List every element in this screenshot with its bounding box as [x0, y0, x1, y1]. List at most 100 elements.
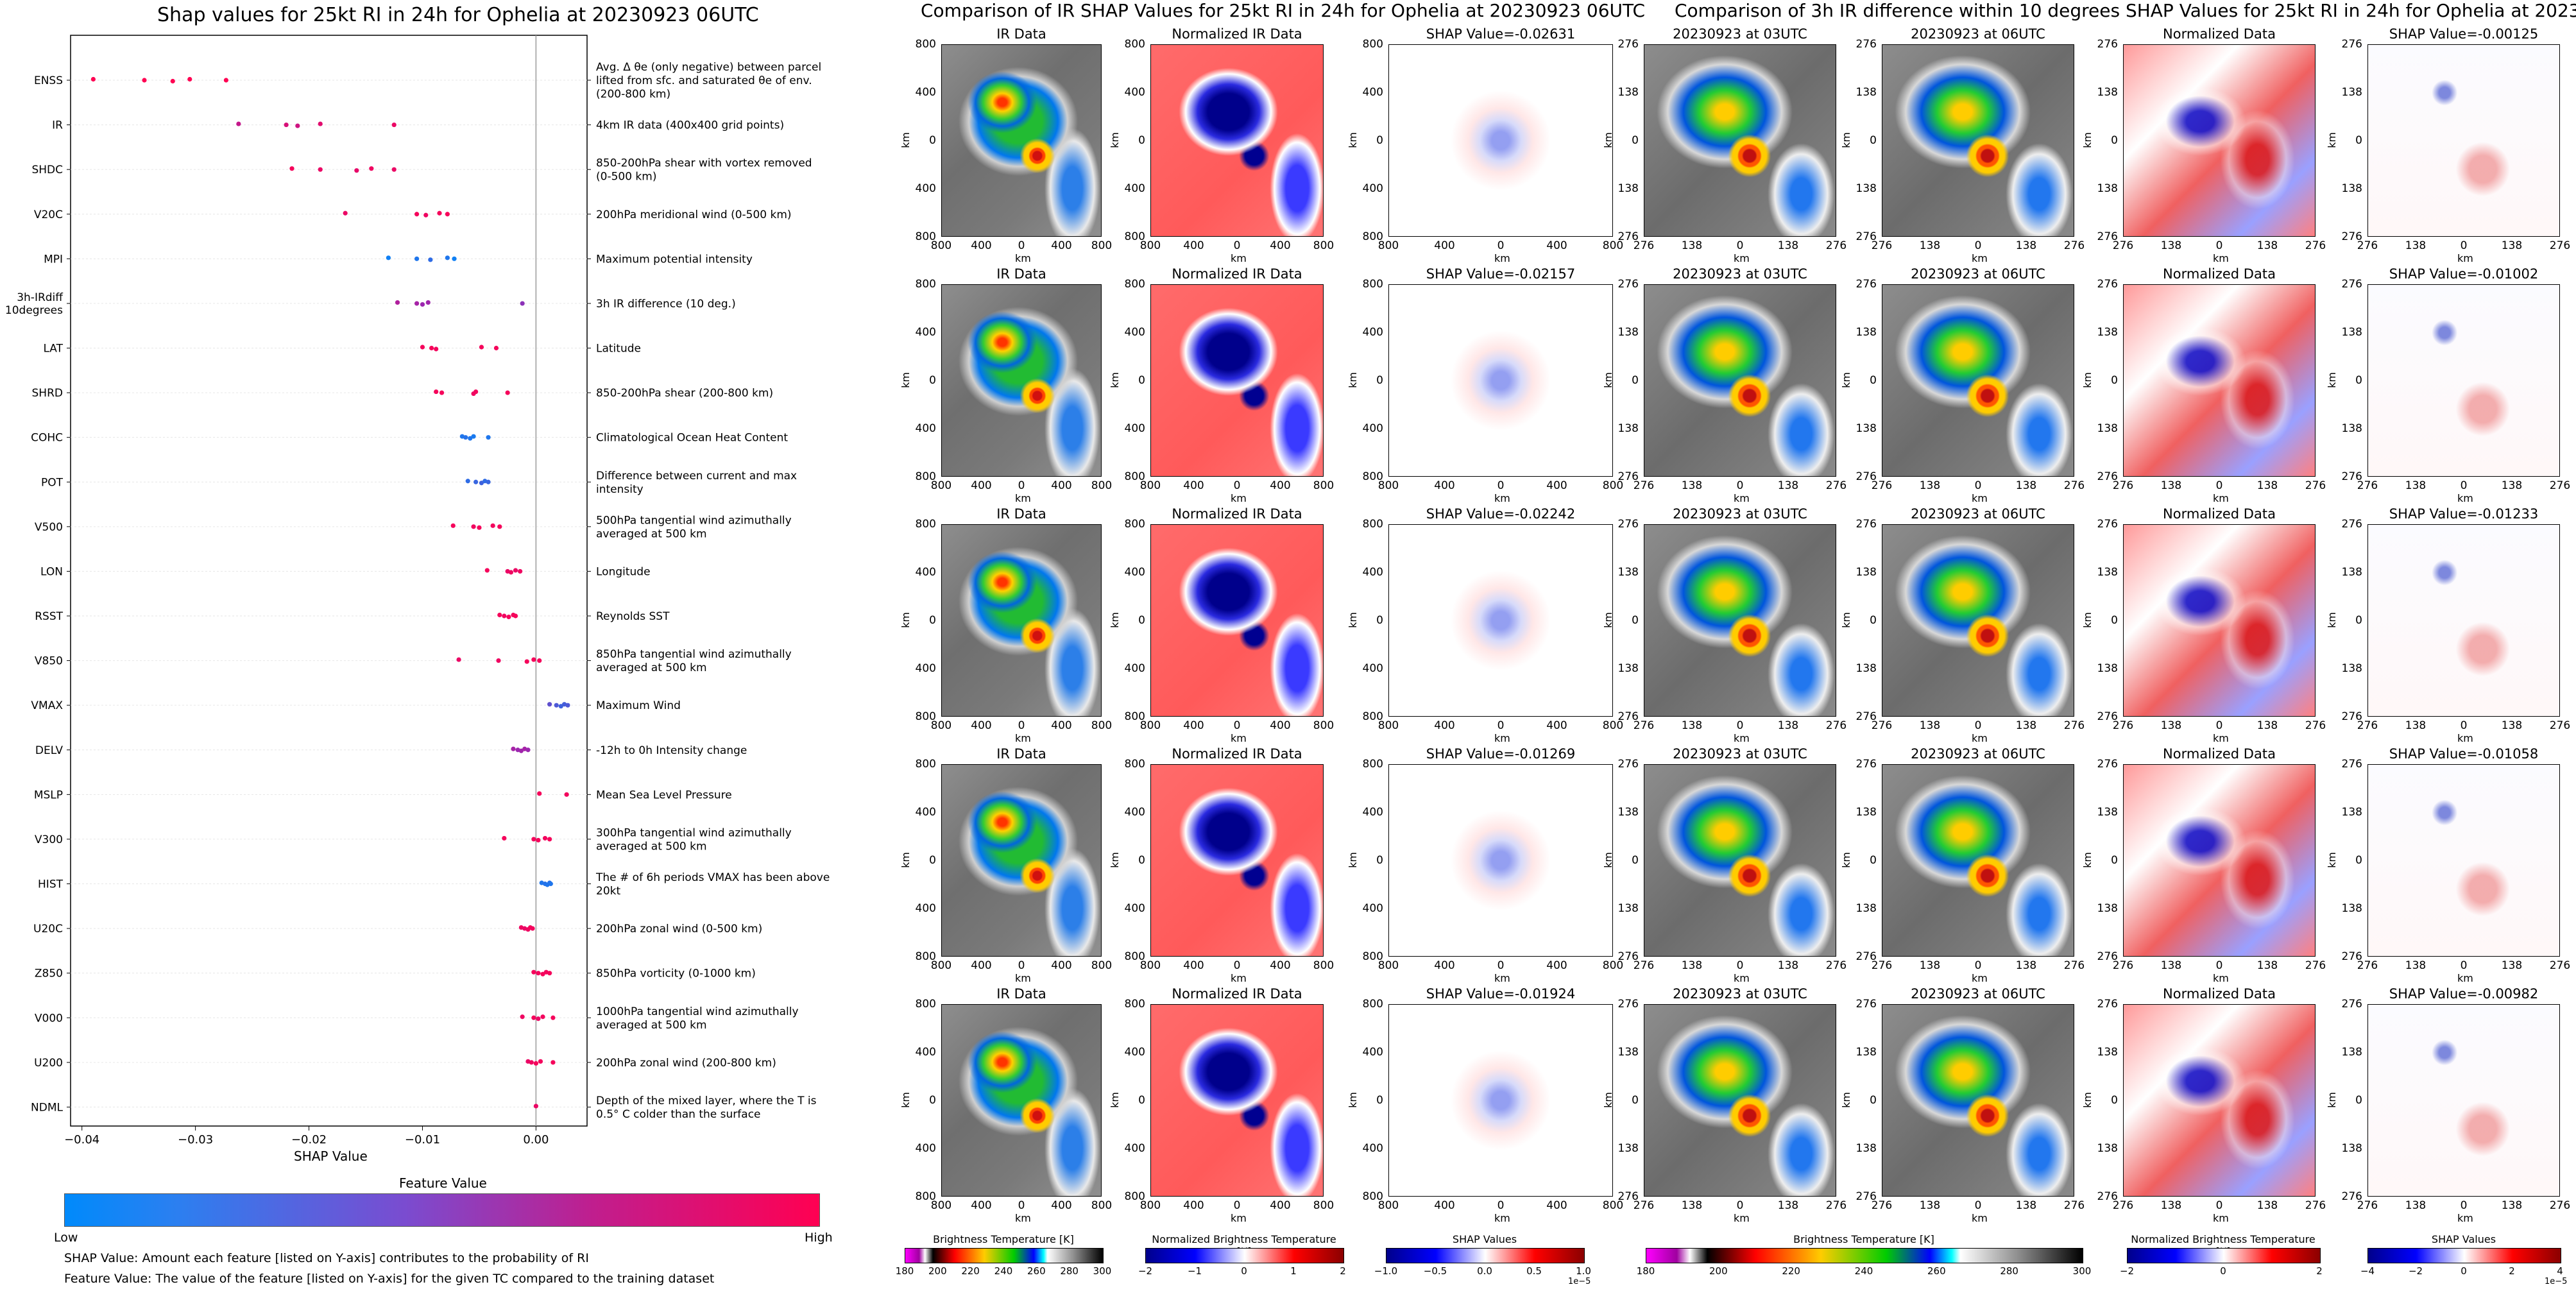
ytick-label: 0 — [1632, 1094, 1639, 1107]
ir-03utc-panel-title: 20230923 at 03UTC — [1673, 266, 1807, 282]
ytick-label: 276 — [1617, 758, 1639, 771]
ytick-label: 800 — [915, 518, 936, 531]
colorbar-tick-label: 0.0 — [1477, 1265, 1492, 1277]
ytick-label: 800 — [1362, 470, 1383, 483]
shap-point — [533, 1061, 538, 1066]
xtick-label: 0 — [2460, 479, 2468, 492]
diff-shap-panel-title: SHAP Value=-0.00982 — [2389, 986, 2539, 1002]
shap-point — [414, 301, 420, 306]
xtick-label: 0 — [1233, 959, 1241, 972]
xaxis-unit: km — [1231, 492, 1247, 504]
feature-label: SHRD — [32, 387, 63, 400]
feature-description: Reynolds SST — [596, 610, 670, 623]
xtick-label: 138 — [1681, 1199, 1703, 1212]
xtick-label: 400 — [1434, 719, 1455, 732]
shap-point — [518, 568, 523, 574]
ytick-label: 800 — [915, 38, 936, 51]
colorbar-tick-label: 240 — [994, 1265, 1013, 1277]
xtick-label: 800 — [1602, 239, 1624, 252]
ir-06utc-panel-title: 20230923 at 06UTC — [1911, 266, 2045, 282]
ytick-label: 0 — [929, 854, 936, 867]
shap-point — [536, 971, 541, 976]
xtick-label: 800 — [1378, 479, 1399, 492]
xtick-label: 276 — [2357, 479, 2378, 492]
yaxis-unit: km — [2081, 132, 2094, 148]
normalized-ir-panel-title: Normalized IR Data — [1172, 506, 1302, 522]
xtick-label: 400 — [1183, 719, 1204, 732]
xtick-label: 276 — [2112, 959, 2134, 972]
shap-point — [505, 390, 510, 395]
xtick-label: 400 — [1270, 719, 1291, 732]
ytick-label: 138 — [2341, 422, 2362, 435]
ytick-label: 276 — [1617, 278, 1639, 291]
xtick-label: 276 — [1633, 239, 1655, 252]
xtick-label: 0 — [1497, 719, 1505, 732]
ytick-label: 800 — [1124, 38, 1145, 51]
ytick-label: 400 — [1124, 86, 1145, 99]
xaxis-unit: km — [1734, 972, 1750, 984]
ytick-label: 0 — [2111, 134, 2118, 147]
ytick-label: 400 — [1124, 806, 1145, 819]
xtick-label: 400 — [1051, 239, 1072, 252]
xtick-label: 800 — [930, 239, 952, 252]
yaxis-unit: km — [1108, 132, 1121, 148]
feature-description: 1000hPa tangential wind azimuthally — [596, 1005, 799, 1018]
xtick-label: 800 — [930, 1199, 952, 1212]
ytick-label: 400 — [1362, 86, 1383, 99]
diff-shap-panel-image — [2367, 764, 2560, 957]
feature-description: Difference between current and max — [596, 470, 797, 482]
ytick-label: 138 — [1855, 86, 1877, 99]
xaxis-unit: km — [1231, 972, 1247, 984]
xtick-label: 400 — [971, 719, 992, 732]
xtick-label: 800 — [1602, 959, 1624, 972]
shap-point — [536, 1016, 541, 1021]
colorbar-offset-label: 1e−5 — [2545, 1277, 2568, 1286]
ytick-label: 276 — [1617, 518, 1639, 531]
shap-point — [565, 703, 570, 708]
ytick-label: 276 — [1855, 1190, 1877, 1203]
xtick-label: 0 — [2215, 959, 2223, 972]
xtick-label: 0 — [2460, 1199, 2468, 1212]
ytick-label: 0 — [1138, 614, 1145, 627]
ir-06utc-panel-image — [1882, 524, 2074, 717]
ir-06utc-panel-title: 20230923 at 06UTC — [1911, 26, 2045, 42]
ir-03utc-panel-image — [1644, 524, 1836, 717]
shap-point — [343, 210, 348, 216]
yaxis-unit: km — [1839, 612, 1852, 628]
xaxis-unit: km — [2213, 492, 2229, 504]
shap-point — [525, 747, 531, 753]
diff-normalized-panel-image — [2123, 284, 2316, 477]
xtick-label: 138 — [2501, 479, 2523, 492]
shap-point — [465, 479, 470, 484]
ytick-label: 0 — [1138, 854, 1145, 867]
xtick-label: 276 — [2112, 719, 2134, 732]
xaxis-unit: km — [1494, 972, 1510, 984]
ytick-label: 138 — [1617, 182, 1639, 195]
xtick-label: 138 — [2405, 719, 2427, 732]
ir-shap-colorbar — [1386, 1248, 1585, 1263]
ytick-label: 138 — [2097, 566, 2118, 579]
feature-label: 10degrees — [5, 304, 63, 317]
xtick-label: 0 — [1497, 959, 1505, 972]
shap-point — [496, 658, 501, 663]
ytick-label: 276 — [2097, 518, 2118, 531]
shap-point — [391, 122, 397, 128]
ytick-label: 0 — [1138, 374, 1145, 387]
normalized-ir-panel-title: Normalized IR Data — [1172, 26, 1302, 42]
xtick-label: 138 — [1777, 719, 1799, 732]
shap-point — [369, 166, 374, 171]
feature-description: 850hPa tangential wind azimuthally — [596, 648, 792, 661]
diff-normalized-panel-title: Normalized Data — [2163, 506, 2276, 522]
ytick-label: 276 — [1617, 230, 1639, 243]
ir-data-panel-image — [941, 764, 1102, 957]
xtick-label: −0.01 — [405, 1133, 440, 1147]
shap-point — [414, 256, 420, 261]
xtick-label: 138 — [2501, 959, 2523, 972]
ytick-label: 800 — [1362, 278, 1383, 291]
ytick-label: 138 — [2341, 566, 2362, 579]
colorbar-tick-label: 240 — [1854, 1265, 1873, 1277]
shap-point — [550, 1015, 556, 1020]
shap-point — [508, 570, 514, 575]
ytick-label: 800 — [1124, 230, 1145, 243]
summary-xlabel: SHAP Value — [294, 1148, 368, 1164]
